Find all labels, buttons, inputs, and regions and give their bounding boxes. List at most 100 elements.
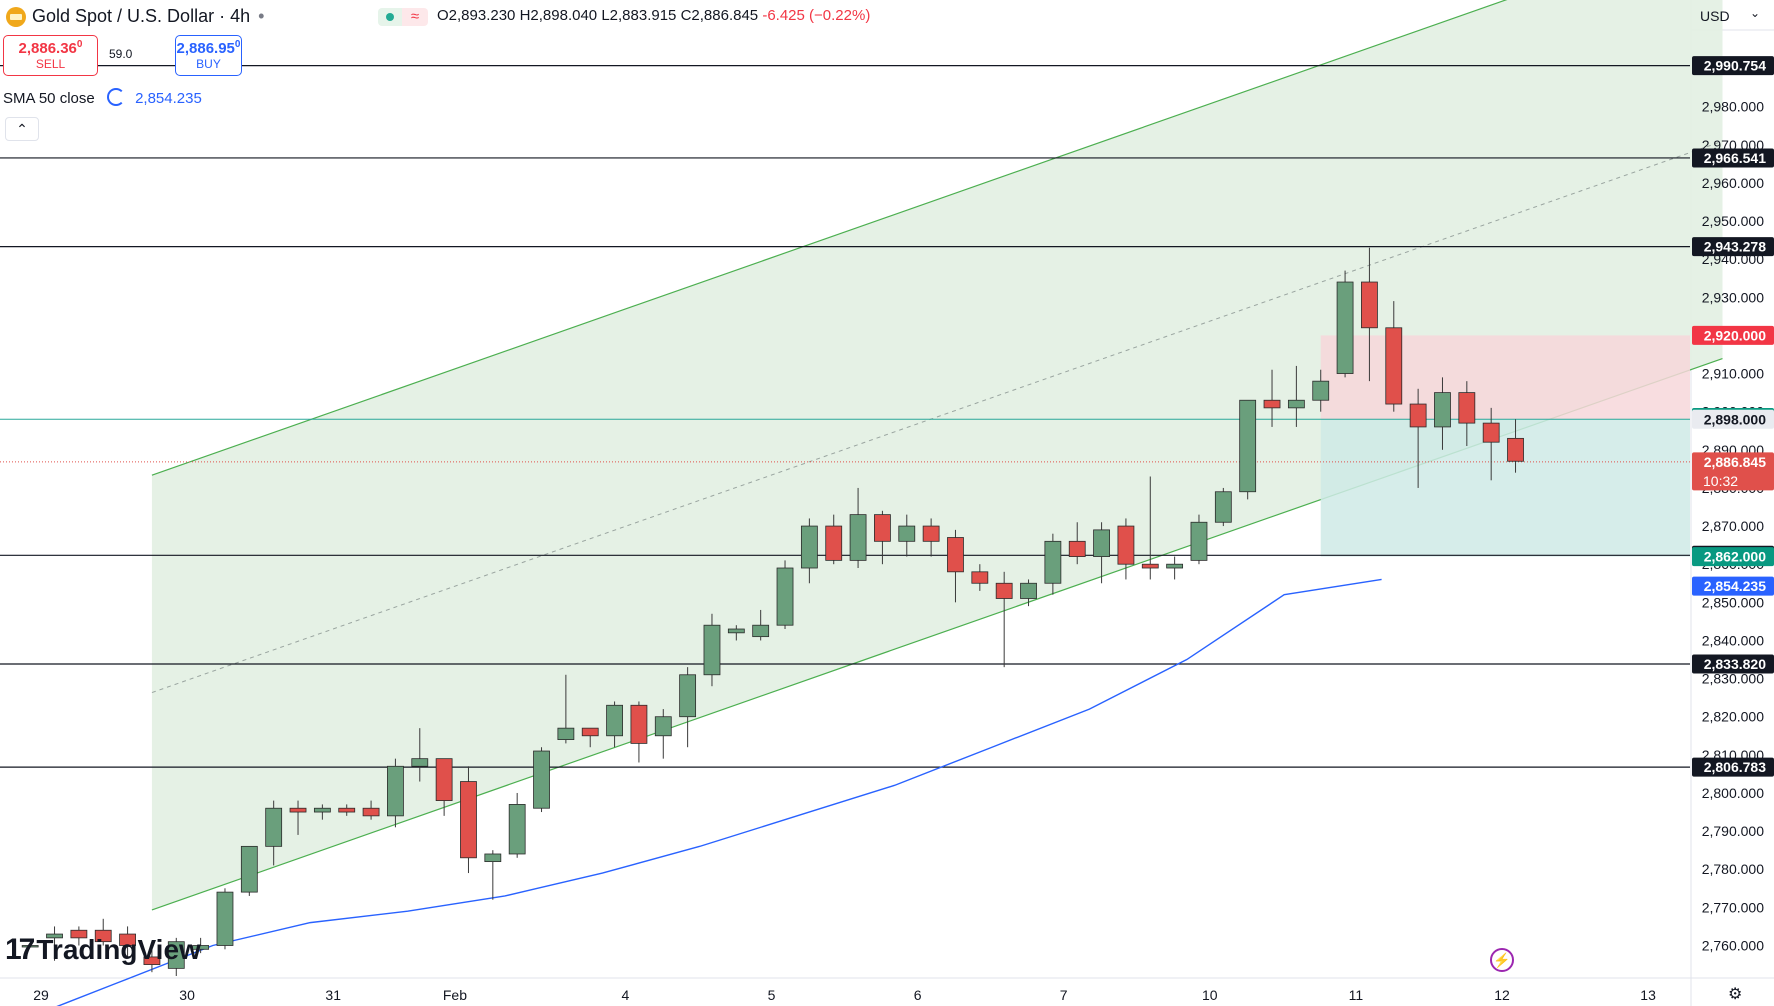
sma-legend-value: 2,854.235 xyxy=(135,90,202,107)
candle-up xyxy=(1166,563,1184,569)
candle-up xyxy=(727,628,745,634)
stop-loss-zone xyxy=(1320,335,1690,420)
candle-down xyxy=(338,807,356,813)
level-price-badge-bg xyxy=(1692,654,1774,674)
currency-selector[interactable]: USD xyxy=(1700,8,1730,24)
regression-channel-fill xyxy=(151,0,1723,910)
price-tick-label: 2,820.000 xyxy=(1702,709,1764,725)
current-price-badge-bg xyxy=(1692,452,1774,491)
candle-up xyxy=(533,750,550,809)
title-separator: · xyxy=(219,6,226,26)
candle-down xyxy=(460,781,477,859)
close-value: 2,886.845 xyxy=(691,7,759,24)
symbol-title[interactable]: Gold Spot / U.S. Dollar · 4h • xyxy=(6,6,264,27)
candle-up xyxy=(703,624,721,676)
candle-down xyxy=(435,758,453,802)
candle-down xyxy=(581,727,599,737)
interval-label: 4h xyxy=(230,6,251,26)
stop-price-badge: 2,920.000 xyxy=(1704,327,1766,343)
chevron-down-icon[interactable]: ⌄ xyxy=(1750,6,1761,20)
high-label: H xyxy=(519,7,531,24)
candle-down xyxy=(1117,525,1135,565)
candle-up xyxy=(240,845,258,893)
price-tick-label: 2,960.000 xyxy=(1702,175,1764,191)
level-price-badge: 2,833.820 xyxy=(1704,656,1766,672)
candle-down xyxy=(630,704,648,744)
price-tick-label: 2,770.000 xyxy=(1702,899,1764,915)
lightning-icon[interactable]: ⚡ xyxy=(1490,948,1514,972)
candle-up xyxy=(1287,399,1305,409)
candle-up xyxy=(313,807,331,813)
price-tick-label: 2,870.000 xyxy=(1702,518,1764,534)
price-tick-label: 2,840.000 xyxy=(1702,632,1764,648)
time-tick-label: 6 xyxy=(914,987,922,1003)
candle-down xyxy=(1263,399,1281,409)
time-tick-label: 13 xyxy=(1640,987,1656,1003)
tradingview-wordmark: TradingView xyxy=(36,934,201,965)
settings-gear-icon[interactable]: ⚙ xyxy=(1728,986,1743,1003)
sma-legend[interactable]: SMA 50 close 2,854.235 xyxy=(3,88,202,107)
candle-up xyxy=(1093,529,1110,557)
candle-up xyxy=(849,514,867,561)
candle-down xyxy=(119,933,136,946)
candle-up xyxy=(1020,582,1037,599)
close-label: C xyxy=(680,7,692,24)
candle-up xyxy=(1434,392,1451,428)
price-tick-label: 2,950.000 xyxy=(1702,213,1764,229)
candle-down xyxy=(1361,281,1378,329)
sma-50-line xyxy=(56,578,1382,1006)
current-price-badge: 2,886.845 xyxy=(1704,454,1766,470)
time-tick-label: 5 xyxy=(768,987,776,1003)
candle-up xyxy=(557,727,575,740)
market-status-icon: • xyxy=(258,6,265,26)
candle-up xyxy=(265,807,283,847)
candle-up xyxy=(167,941,185,969)
level-price-badge: 2,943.278 xyxy=(1704,239,1766,255)
tradingview-logo[interactable]: 17 TradingView xyxy=(5,933,201,967)
candle-up xyxy=(46,933,63,939)
ohlc-values: O2,893.230 H2,898.040 L2,883.915 C2,886.… xyxy=(437,7,870,24)
candle-down xyxy=(289,807,307,813)
candle-up xyxy=(1214,491,1232,523)
refresh-icon[interactable] xyxy=(106,88,125,106)
sell-price: 2,886.36 xyxy=(18,40,77,57)
buy-button[interactable]: 2,886.950 BUY xyxy=(175,35,242,76)
sma-name: SMA 50 close xyxy=(3,90,95,107)
channel-upper-line xyxy=(151,0,1508,476)
collapse-legend-button[interactable]: ⌃ xyxy=(5,117,39,141)
candle-down xyxy=(971,571,989,584)
candle-up xyxy=(1190,521,1208,561)
price-tick-label: 2,830.000 xyxy=(1702,671,1764,687)
buy-price: 2,886.95 xyxy=(176,40,235,57)
gold-coin-icon xyxy=(6,6,26,27)
entry-price-badge-bg xyxy=(1692,409,1774,429)
candle-up xyxy=(387,765,404,817)
level-price-badge-bg xyxy=(1692,757,1774,777)
level-price-badge-bg xyxy=(1692,148,1774,168)
take-profit-zone xyxy=(1320,419,1690,557)
current-price-badge-countdown: 10:32 xyxy=(1703,473,1738,489)
candle-up xyxy=(1239,399,1257,493)
level-price-badge-bg xyxy=(1692,56,1774,76)
price-tick-label: 2,800.000 xyxy=(1702,785,1764,801)
candle-down xyxy=(1507,437,1524,462)
candle-down xyxy=(362,807,380,817)
level-price-badge-bg xyxy=(1692,237,1774,257)
sell-button[interactable]: 2,886.360 SELL xyxy=(3,35,98,76)
candle-up xyxy=(800,525,818,569)
candle-up xyxy=(21,945,39,948)
target-price-badge: 2,862.000 xyxy=(1704,549,1766,565)
entry-price-badge: 2,898.000 xyxy=(1704,411,1766,427)
high-value: 2,898.040 xyxy=(530,7,598,24)
sma-price-badge-bg xyxy=(1692,576,1774,596)
time-tick-label: 12 xyxy=(1494,987,1510,1003)
price-tick-label: 2,930.000 xyxy=(1702,289,1764,305)
market-open-icon[interactable] xyxy=(378,8,402,26)
change-value: -6.425 (−0.22%) xyxy=(762,7,871,24)
candle-down xyxy=(1068,540,1086,557)
delayed-data-icon[interactable]: ≈ xyxy=(402,8,428,26)
sell-label: SELL xyxy=(35,57,66,71)
candle-down xyxy=(70,929,88,939)
level-price-badge: 2,806.783 xyxy=(1704,759,1766,775)
